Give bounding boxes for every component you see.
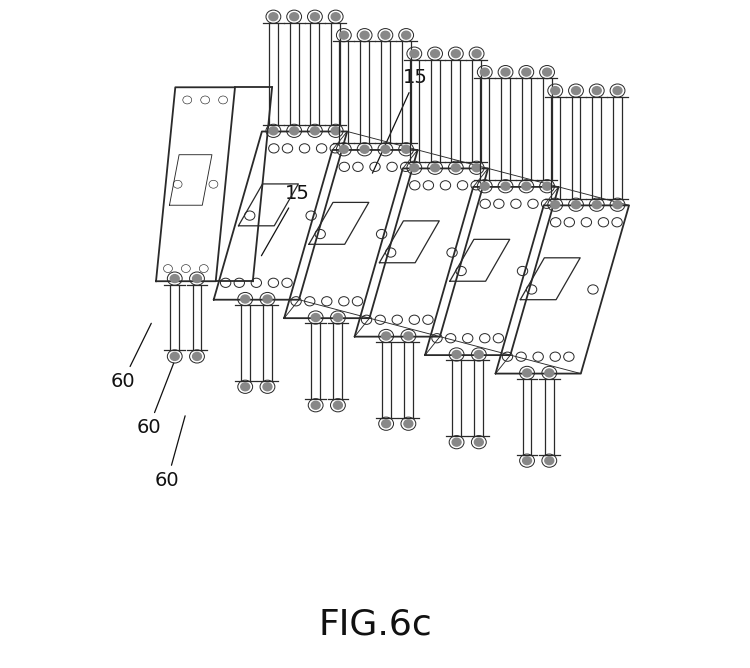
Circle shape	[193, 275, 202, 283]
Circle shape	[550, 87, 560, 95]
Circle shape	[613, 87, 622, 95]
Circle shape	[269, 13, 278, 21]
Circle shape	[613, 201, 622, 208]
Circle shape	[334, 313, 342, 321]
Circle shape	[452, 351, 461, 359]
Circle shape	[410, 49, 419, 57]
Circle shape	[311, 401, 320, 409]
Circle shape	[544, 457, 554, 465]
Circle shape	[592, 201, 602, 208]
Circle shape	[382, 332, 391, 340]
Circle shape	[382, 420, 391, 428]
Circle shape	[544, 369, 554, 377]
Circle shape	[170, 275, 179, 283]
Circle shape	[170, 353, 179, 361]
Circle shape	[475, 438, 483, 446]
Circle shape	[402, 31, 410, 39]
Circle shape	[522, 182, 531, 190]
Circle shape	[404, 332, 412, 340]
Circle shape	[480, 68, 489, 76]
Circle shape	[410, 164, 419, 172]
Circle shape	[360, 31, 369, 39]
Text: 60: 60	[110, 323, 152, 391]
Circle shape	[430, 49, 439, 57]
Circle shape	[404, 420, 412, 428]
Circle shape	[452, 49, 460, 57]
Circle shape	[542, 68, 551, 76]
Circle shape	[193, 353, 202, 361]
Circle shape	[332, 13, 340, 21]
Circle shape	[501, 182, 510, 190]
Circle shape	[475, 351, 483, 359]
Circle shape	[572, 87, 580, 95]
Circle shape	[523, 457, 532, 465]
Circle shape	[269, 127, 278, 135]
Circle shape	[340, 31, 348, 39]
Circle shape	[472, 164, 481, 172]
Circle shape	[542, 182, 551, 190]
Circle shape	[334, 401, 342, 409]
Circle shape	[523, 369, 532, 377]
Circle shape	[381, 146, 390, 153]
Circle shape	[381, 31, 390, 39]
Circle shape	[332, 127, 340, 135]
Circle shape	[550, 201, 560, 208]
Circle shape	[241, 383, 250, 391]
Circle shape	[452, 164, 460, 172]
Circle shape	[311, 313, 320, 321]
Circle shape	[572, 201, 580, 208]
Circle shape	[310, 127, 320, 135]
Circle shape	[522, 68, 531, 76]
Text: 15: 15	[262, 184, 310, 256]
Circle shape	[430, 164, 439, 172]
Text: 60: 60	[155, 416, 185, 490]
Circle shape	[310, 13, 320, 21]
Circle shape	[592, 87, 602, 95]
Circle shape	[290, 13, 298, 21]
Circle shape	[360, 146, 369, 153]
Circle shape	[290, 127, 298, 135]
Circle shape	[263, 295, 272, 303]
Circle shape	[452, 438, 461, 446]
Text: 60: 60	[136, 363, 174, 437]
Circle shape	[340, 146, 348, 153]
Circle shape	[501, 68, 510, 76]
Text: 15: 15	[373, 68, 428, 173]
Circle shape	[480, 182, 489, 190]
Circle shape	[472, 49, 481, 57]
Circle shape	[402, 146, 410, 153]
Text: FIG.6c: FIG.6c	[318, 607, 432, 641]
Circle shape	[263, 383, 272, 391]
Circle shape	[241, 295, 250, 303]
